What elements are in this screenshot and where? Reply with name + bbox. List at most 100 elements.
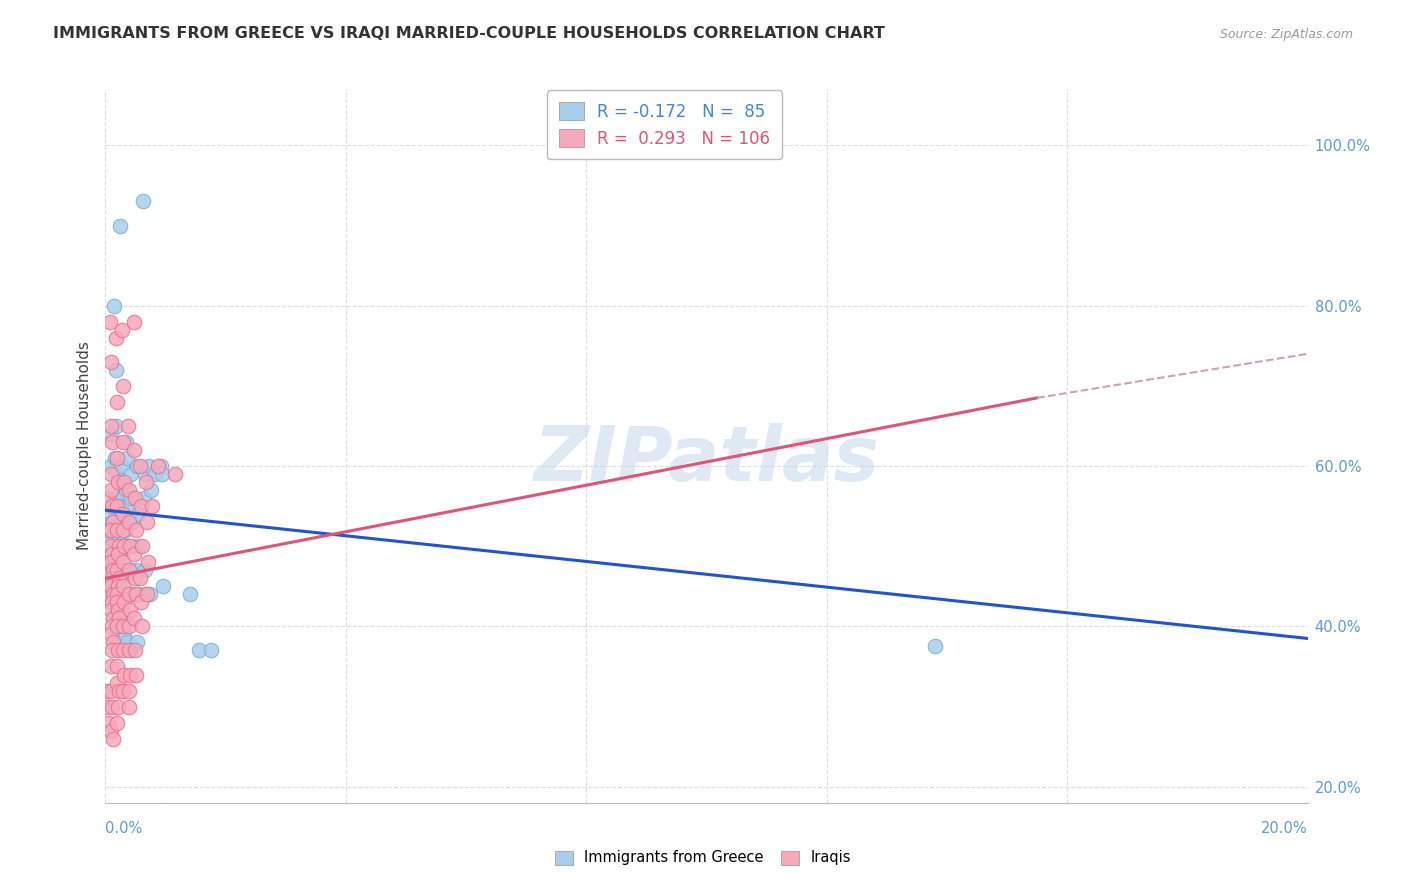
Point bbox=[121, 515, 143, 529]
Point bbox=[100, 467, 122, 481]
Point bbox=[107, 539, 129, 553]
Point bbox=[115, 450, 138, 465]
Point bbox=[105, 635, 128, 649]
Point bbox=[129, 458, 152, 473]
Point bbox=[924, 640, 946, 654]
Point bbox=[96, 491, 118, 505]
Point bbox=[112, 507, 135, 521]
Point bbox=[128, 539, 150, 553]
Text: 20.0%: 20.0% bbox=[1261, 822, 1308, 836]
Point bbox=[148, 458, 170, 473]
Point bbox=[107, 523, 129, 537]
Y-axis label: Married-couple Households: Married-couple Households bbox=[76, 342, 91, 550]
Text: 0.0%: 0.0% bbox=[105, 822, 142, 836]
Point bbox=[124, 491, 146, 505]
Point bbox=[132, 491, 155, 505]
Point bbox=[107, 539, 129, 553]
Point bbox=[105, 467, 128, 481]
Point bbox=[100, 555, 122, 569]
Point bbox=[107, 523, 129, 537]
Point bbox=[124, 571, 146, 585]
Point bbox=[100, 523, 122, 537]
Point bbox=[124, 643, 146, 657]
Point bbox=[97, 715, 120, 730]
Point bbox=[112, 627, 135, 641]
Point bbox=[111, 458, 134, 473]
Point bbox=[124, 587, 146, 601]
Point bbox=[112, 643, 135, 657]
Point bbox=[107, 499, 129, 513]
Point bbox=[127, 563, 149, 577]
Point bbox=[101, 499, 124, 513]
Point bbox=[107, 571, 129, 585]
Point bbox=[111, 515, 134, 529]
Point bbox=[101, 619, 124, 633]
Point bbox=[105, 499, 128, 513]
Point bbox=[97, 555, 120, 569]
Point bbox=[100, 683, 122, 698]
Point bbox=[129, 499, 152, 513]
Point bbox=[100, 603, 122, 617]
Point bbox=[107, 611, 129, 625]
Point bbox=[131, 539, 153, 553]
Point bbox=[107, 619, 129, 633]
Point bbox=[100, 458, 122, 473]
Point bbox=[141, 499, 163, 513]
Point bbox=[138, 458, 160, 473]
Point bbox=[179, 587, 201, 601]
Point bbox=[118, 587, 141, 601]
Text: ZIPatlas: ZIPatlas bbox=[533, 424, 880, 497]
Point bbox=[132, 194, 155, 209]
Point bbox=[98, 315, 121, 329]
Point bbox=[111, 555, 134, 569]
Point bbox=[117, 419, 139, 434]
Point bbox=[105, 659, 128, 673]
Point bbox=[107, 595, 129, 609]
Point bbox=[100, 539, 122, 553]
Point bbox=[115, 435, 138, 450]
Legend: Immigrants from Greece, Iraqis: Immigrants from Greece, Iraqis bbox=[550, 845, 856, 871]
Point bbox=[118, 683, 141, 698]
Point bbox=[100, 723, 122, 738]
Point bbox=[112, 475, 135, 489]
Point bbox=[149, 458, 172, 473]
Point bbox=[98, 555, 121, 569]
Point bbox=[125, 458, 148, 473]
Point bbox=[98, 563, 121, 577]
Point bbox=[163, 467, 186, 481]
Point bbox=[120, 563, 142, 577]
Point bbox=[100, 507, 122, 521]
Point bbox=[112, 619, 135, 633]
Point bbox=[107, 531, 129, 545]
Point bbox=[120, 667, 142, 681]
Point bbox=[107, 643, 129, 657]
Point bbox=[134, 587, 156, 601]
Point bbox=[118, 643, 141, 657]
Point bbox=[121, 587, 143, 601]
Point bbox=[150, 804, 173, 818]
Point bbox=[107, 450, 129, 465]
Point bbox=[105, 587, 128, 601]
Point bbox=[104, 450, 127, 465]
Point bbox=[111, 491, 134, 505]
Point bbox=[101, 571, 124, 585]
Point bbox=[124, 547, 146, 561]
Point bbox=[107, 571, 129, 585]
Point bbox=[111, 619, 134, 633]
Point bbox=[115, 635, 138, 649]
Point bbox=[112, 595, 135, 609]
Point bbox=[100, 419, 122, 434]
Point bbox=[98, 539, 121, 553]
Point bbox=[112, 587, 135, 601]
Point bbox=[107, 683, 129, 698]
Point bbox=[125, 635, 148, 649]
Point bbox=[120, 643, 142, 657]
Point bbox=[111, 475, 134, 489]
Text: Source: ZipAtlas.com: Source: ZipAtlas.com bbox=[1219, 29, 1353, 41]
Point bbox=[150, 467, 173, 481]
Point bbox=[135, 515, 157, 529]
Point bbox=[115, 563, 138, 577]
Point bbox=[124, 611, 146, 625]
Point bbox=[111, 379, 134, 393]
Point bbox=[100, 427, 122, 442]
